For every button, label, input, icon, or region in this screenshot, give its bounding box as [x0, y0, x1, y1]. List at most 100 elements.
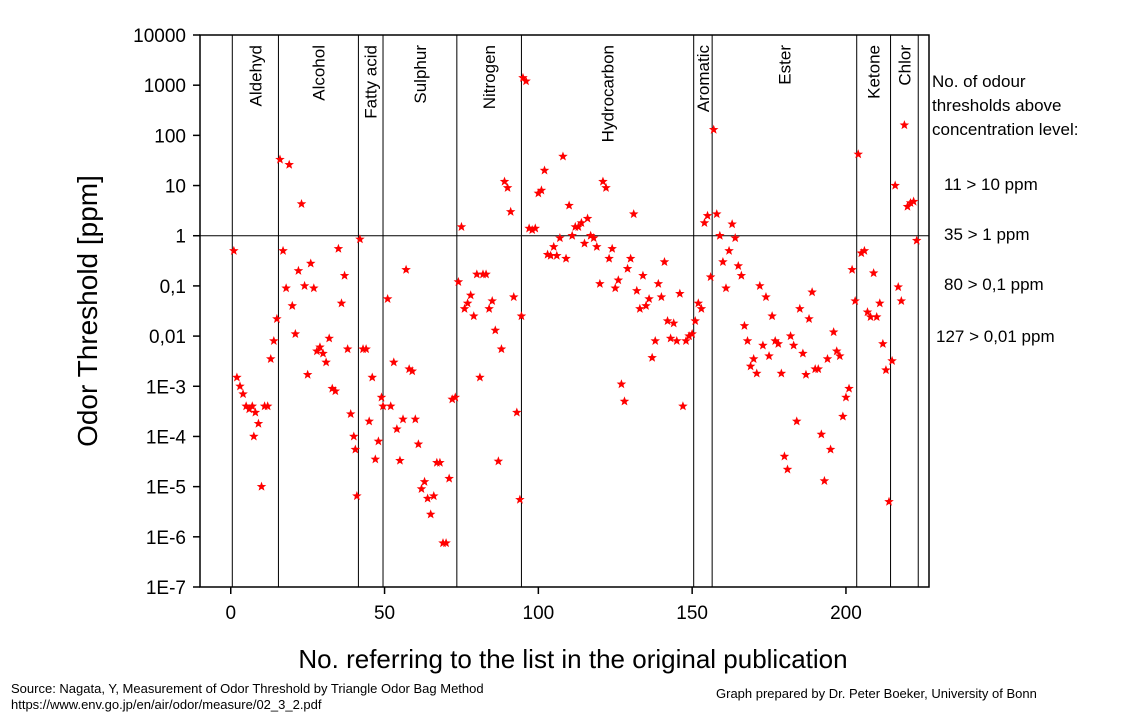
data-point — [712, 209, 722, 219]
data-point — [410, 414, 421, 424]
data-point — [435, 457, 445, 467]
source-line-1: Source: Nagata, Y, Measurement of Odor T… — [11, 681, 484, 696]
y-axis-title: Odor Threshold [ppm] — [72, 175, 103, 447]
data-point — [868, 268, 879, 278]
data-point — [235, 381, 245, 391]
data-point — [342, 344, 353, 354]
data-point — [616, 379, 627, 389]
data-point — [395, 455, 405, 465]
data-point — [481, 269, 491, 279]
data-point — [585, 230, 596, 240]
data-point — [844, 383, 854, 393]
data-point — [767, 311, 777, 321]
data-point — [641, 300, 651, 310]
data-point — [561, 253, 571, 263]
group-label: Ester — [775, 45, 794, 85]
data-point — [619, 396, 630, 406]
data-point — [512, 407, 522, 417]
data-point — [516, 311, 527, 321]
data-point — [296, 198, 307, 208]
data-point — [382, 293, 393, 303]
data-point — [533, 188, 544, 198]
data-point — [524, 223, 534, 233]
data-point — [721, 283, 731, 293]
data-point — [355, 234, 365, 244]
data-point — [287, 300, 298, 310]
data-point — [902, 201, 913, 211]
data-point — [290, 329, 301, 339]
data-point — [272, 313, 282, 323]
source-url: https://www.env.go.jp/en/air/odor/measur… — [11, 697, 322, 712]
data-point — [536, 185, 547, 195]
data-point — [887, 355, 897, 365]
data-point — [690, 315, 700, 326]
data-point — [527, 225, 537, 235]
data-point — [638, 270, 648, 280]
data-point — [705, 272, 716, 282]
data-point — [573, 221, 584, 231]
data-point — [804, 313, 814, 323]
y-axis-ticks: 1E-7 1E-6 1E-5 1E-4 1E-3 0,01 0,1 1 10 100 1000 100… — [133, 26, 200, 599]
data-point — [696, 303, 707, 313]
x-axis-title: No. referring to the list in the origina… — [298, 644, 847, 674]
data-point — [392, 424, 402, 434]
data-point — [539, 165, 550, 175]
data-point — [807, 287, 817, 297]
data-point — [484, 303, 494, 313]
y-tick-label: 1E-6 — [146, 528, 186, 549]
data-point — [838, 411, 848, 421]
group-label: Alcohol — [309, 45, 328, 101]
y-tick-label: 1E-7 — [146, 578, 186, 599]
data-point — [567, 230, 577, 240]
group-divider-lines — [231, 35, 919, 587]
data-point — [665, 333, 676, 343]
data-point — [681, 335, 691, 345]
data-point — [493, 456, 504, 466]
data-point — [588, 233, 599, 243]
data-point — [699, 217, 710, 227]
data-point — [518, 72, 528, 82]
data-point — [604, 253, 614, 263]
data-point — [632, 285, 642, 295]
data-point — [650, 335, 660, 345]
data-point — [871, 312, 882, 322]
data-point — [859, 245, 870, 255]
data-point — [352, 491, 362, 501]
summary-heading-line: concentration level: — [932, 120, 1078, 139]
data-point — [736, 270, 747, 280]
data-point — [672, 335, 682, 345]
data-point — [647, 352, 657, 362]
data-point — [798, 348, 808, 358]
data-points — [229, 72, 922, 548]
data-point — [378, 401, 388, 411]
data-point — [576, 217, 587, 227]
data-point — [422, 493, 433, 503]
data-point — [318, 348, 328, 358]
data-point — [801, 369, 811, 379]
data-point — [847, 264, 857, 274]
data-point — [776, 368, 787, 378]
data-point — [782, 464, 793, 474]
data-point — [253, 418, 264, 428]
data-point — [625, 253, 636, 263]
data-point — [881, 365, 891, 375]
data-point — [278, 245, 288, 255]
data-point — [653, 278, 664, 288]
data-point — [241, 401, 251, 411]
data-point — [555, 233, 565, 243]
group-label: Fatty acid — [362, 45, 381, 119]
data-point — [469, 311, 479, 321]
data-point — [333, 243, 344, 253]
data-point — [675, 288, 685, 298]
data-point — [908, 196, 919, 206]
data-point — [884, 496, 894, 506]
data-point — [309, 283, 319, 293]
data-point — [416, 483, 427, 493]
data-point — [441, 538, 451, 548]
data-point — [453, 276, 464, 286]
group-label: Hydrocarbon — [599, 45, 618, 142]
data-point — [496, 344, 507, 354]
data-point — [730, 233, 740, 243]
data-point — [831, 346, 842, 356]
data-point — [515, 494, 525, 504]
